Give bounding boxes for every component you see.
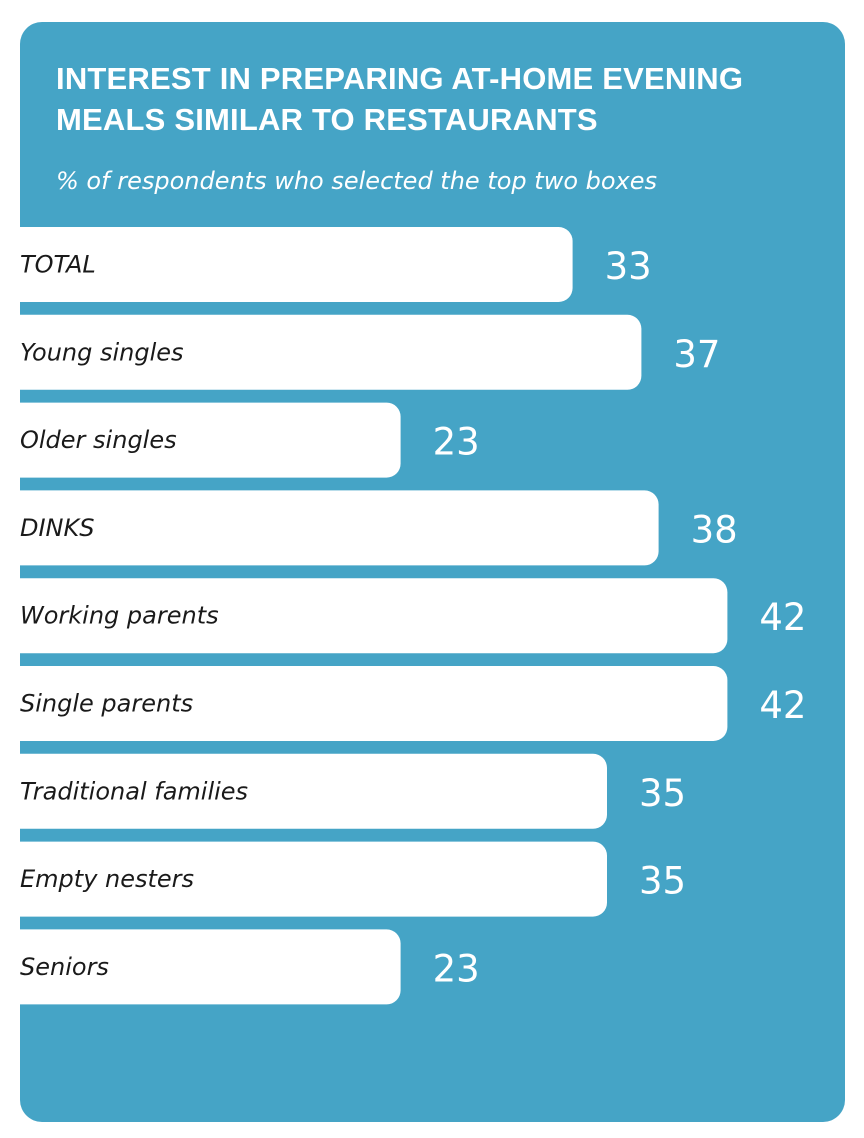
category-label: Older singles — [20, 426, 177, 454]
bar — [0, 490, 659, 566]
bar — [0, 929, 401, 1005]
category-label: Young singles — [20, 338, 184, 366]
category-label: Single parents — [20, 690, 193, 718]
category-label: DINKS — [20, 514, 94, 542]
value-label: 23 — [433, 421, 480, 464]
bar — [0, 578, 728, 654]
value-label: 37 — [673, 333, 720, 376]
bar — [0, 314, 642, 390]
bar — [0, 227, 573, 302]
chart-subtitle: % of respondents who selected the top tw… — [56, 167, 658, 195]
value-label: 35 — [639, 860, 686, 903]
category-label: Traditional families — [20, 777, 248, 805]
bar — [0, 666, 728, 741]
value-label: 23 — [433, 947, 480, 990]
category-label: Empty nesters — [20, 865, 194, 893]
bar — [0, 753, 607, 829]
chart-title: INTEREST IN PREPARING AT-HOME EVENING ME… — [56, 61, 744, 137]
value-label: 42 — [759, 684, 806, 727]
category-label: TOTAL — [20, 251, 96, 279]
value-label: 42 — [759, 596, 806, 639]
bar — [0, 841, 607, 917]
category-label: Working parents — [20, 602, 219, 630]
value-label: 38 — [691, 508, 738, 551]
value-label: 33 — [605, 245, 652, 288]
bar — [0, 402, 401, 478]
value-label: 35 — [639, 772, 686, 815]
category-label: Seniors — [20, 953, 109, 981]
